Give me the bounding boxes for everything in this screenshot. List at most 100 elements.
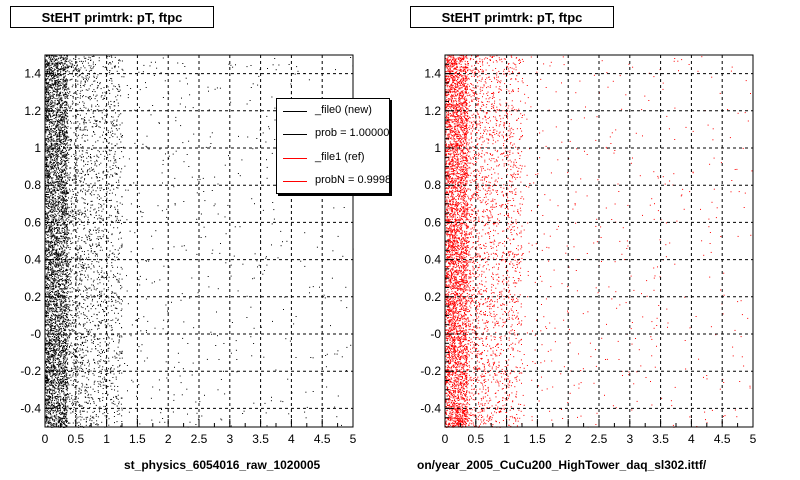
- data-point: [66, 352, 68, 354]
- data-point: [46, 88, 48, 90]
- data-point: [51, 111, 52, 112]
- data-point: [109, 166, 111, 168]
- data-point: [45, 104, 47, 106]
- data-point: [53, 76, 55, 77]
- data-point: [50, 413, 51, 415]
- data-point: [68, 232, 70, 234]
- data-point: [65, 94, 67, 96]
- data-point: [67, 420, 68, 422]
- data-point: [114, 133, 116, 135]
- data-point: [63, 80, 65, 82]
- data-point: [58, 334, 60, 336]
- data-point: [66, 405, 68, 407]
- data-point: [100, 385, 102, 387]
- data-point: [46, 312, 48, 314]
- data-point: [118, 114, 120, 116]
- data-point: [83, 267, 85, 269]
- data-point: [45, 241, 47, 243]
- data-point: [45, 325, 47, 327]
- data-point: [55, 64, 57, 66]
- data-point: [51, 127, 53, 129]
- data-point: [48, 369, 50, 370]
- data-point: [50, 101, 52, 103]
- data-point: [78, 404, 80, 406]
- data-point: [107, 237, 109, 239]
- data-point: [50, 156, 52, 158]
- data-point: [117, 390, 119, 392]
- data-point: [46, 257, 47, 259]
- data-point: [60, 206, 62, 208]
- data-point: [60, 111, 62, 113]
- data-point: [164, 421, 166, 423]
- data-point: [130, 203, 132, 205]
- data-point: [50, 135, 52, 137]
- data-point: [68, 285, 70, 286]
- data-point: [268, 128, 270, 130]
- data-point: [59, 68, 61, 70]
- data-point: [108, 257, 110, 258]
- data-point: [93, 194, 95, 196]
- data-point: [230, 275, 232, 277]
- data-point: [54, 346, 56, 348]
- data-point: [65, 78, 67, 80]
- data-point: [69, 392, 71, 394]
- data-point: [111, 234, 113, 236]
- data-point: [45, 294, 47, 296]
- data-point: [163, 319, 165, 321]
- data-point: [97, 244, 99, 246]
- data-point: [62, 199, 64, 201]
- data-point: [52, 411, 54, 413]
- data-point: [93, 217, 95, 219]
- data-point: [58, 365, 60, 367]
- data-point: [246, 66, 248, 68]
- data-point: [62, 121, 64, 123]
- data-point: [120, 113, 122, 115]
- data-point: [53, 138, 55, 140]
- data-point: [102, 381, 104, 383]
- data-point: [45, 224, 47, 226]
- data-point: [47, 366, 48, 368]
- data-point: [58, 209, 60, 211]
- data-point: [118, 66, 120, 68]
- data-point: [111, 78, 113, 80]
- data-point: [45, 313, 47, 315]
- data-point: [48, 105, 50, 107]
- data-point: [223, 343, 225, 344]
- data-point: [65, 326, 67, 328]
- data-point: [57, 165, 59, 167]
- data-point: [58, 229, 60, 231]
- data-point: [100, 88, 102, 90]
- data-point: [77, 210, 79, 212]
- data-point: [232, 66, 234, 68]
- data-point: [53, 329, 55, 331]
- data-point: [46, 381, 48, 383]
- data-point: [51, 106, 53, 108]
- data-point: [54, 100, 56, 102]
- data-point: [56, 107, 58, 109]
- data-point: [65, 226, 67, 228]
- data-point: [217, 389, 219, 391]
- data-point: [79, 302, 81, 304]
- data-point: [63, 198, 65, 200]
- data-point: [52, 205, 54, 207]
- data-point: [61, 312, 63, 314]
- data-point: [61, 308, 63, 310]
- data-point: [60, 417, 62, 419]
- data-point: [59, 417, 61, 419]
- data-point: [78, 387, 80, 389]
- data-point: [61, 214, 63, 216]
- data-point: [86, 330, 88, 332]
- data-point: [59, 269, 60, 271]
- data-point: [93, 368, 95, 370]
- data-point: [45, 315, 47, 317]
- data-point: [64, 334, 66, 336]
- data-point: [115, 395, 117, 397]
- data-point: [55, 273, 57, 275]
- data-point: [57, 121, 58, 123]
- data-point: [62, 336, 64, 338]
- data-point: [67, 139, 69, 141]
- data-point: [55, 412, 57, 414]
- data-point: [56, 259, 58, 261]
- data-point: [51, 151, 53, 153]
- data-point: [51, 400, 53, 402]
